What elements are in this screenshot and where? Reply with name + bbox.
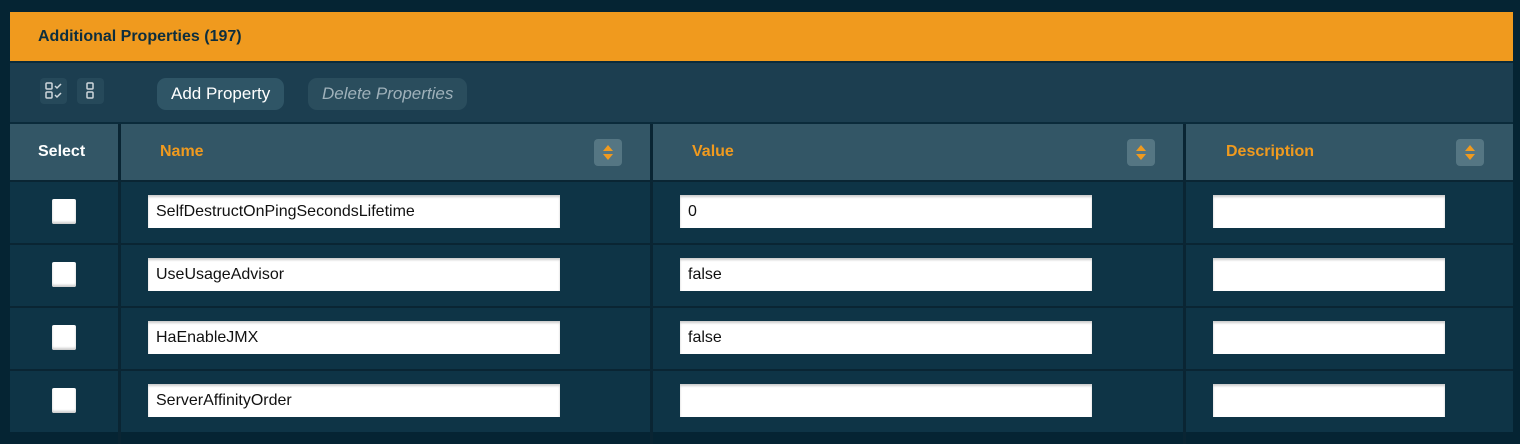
table-row: [10, 306, 1513, 369]
value-input[interactable]: [680, 321, 1092, 354]
description-input[interactable]: [1213, 258, 1445, 291]
value-input[interactable]: [680, 258, 1092, 291]
header-name[interactable]: Name: [160, 143, 204, 160]
header-description[interactable]: Description: [1226, 143, 1315, 160]
sort-icon: [1136, 145, 1146, 160]
select-all-button[interactable]: [40, 78, 67, 104]
row-checkbox[interactable]: [52, 388, 76, 413]
row-checkbox[interactable]: [52, 325, 76, 350]
sort-icon: [1465, 145, 1475, 160]
header-select: Select: [38, 143, 86, 160]
sort-name-button[interactable]: [594, 139, 622, 166]
name-input[interactable]: [148, 195, 560, 228]
description-input[interactable]: [1213, 384, 1445, 417]
table-row: [10, 369, 1513, 432]
toolbar: Add Property Delete Properties: [10, 63, 1513, 122]
deselect-all-icon: [85, 82, 94, 99]
panel-title: Additional Properties (197): [10, 12, 1513, 61]
column-divider: [650, 124, 653, 444]
name-input[interactable]: [148, 384, 560, 417]
table-header: Select Name Value Description: [10, 124, 1513, 180]
select-all-icon: [44, 82, 62, 99]
row-checkbox[interactable]: [52, 199, 76, 224]
name-input[interactable]: [148, 321, 560, 354]
name-input[interactable]: [148, 258, 560, 291]
delete-properties-button[interactable]: Delete Properties: [308, 78, 468, 110]
description-input[interactable]: [1213, 195, 1445, 228]
table-row: [10, 180, 1513, 243]
sort-icon: [603, 145, 613, 160]
description-input[interactable]: [1213, 321, 1445, 354]
sort-value-button[interactable]: [1127, 139, 1155, 166]
table-row: [10, 243, 1513, 306]
add-property-button[interactable]: Add Property: [157, 78, 285, 110]
row-checkbox[interactable]: [52, 262, 76, 287]
column-divider: [118, 124, 121, 444]
deselect-all-button[interactable]: [77, 78, 104, 104]
additional-properties-panel: Additional Properties (197) Add Property…: [10, 12, 1513, 444]
header-value[interactable]: Value: [692, 143, 734, 160]
sort-description-button[interactable]: [1456, 139, 1484, 166]
value-input[interactable]: [680, 384, 1092, 417]
value-input[interactable]: [680, 195, 1092, 228]
column-divider: [1183, 124, 1186, 444]
